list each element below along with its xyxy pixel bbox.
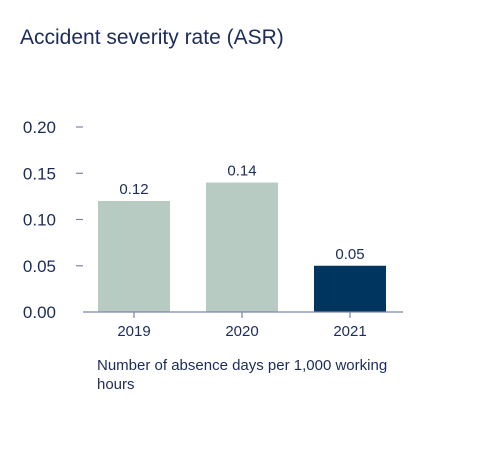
chart-footnote: Number of absence days per 1,000 working…: [97, 357, 388, 393]
x-tick-label: 2019: [117, 323, 150, 340]
x-axis: 2019 2020 2021: [117, 312, 367, 340]
bar-2020: [206, 182, 278, 312]
value-label: 0.05: [335, 246, 364, 263]
y-tick-label: 0.10: [23, 211, 56, 230]
y-tick-label: 0.00: [23, 303, 56, 322]
y-tick-label: 0.05: [23, 257, 56, 276]
y-tick-label: 0.20: [23, 118, 56, 137]
value-labels: 0.12 0.14 0.05: [119, 163, 364, 263]
bars: [98, 182, 386, 312]
value-label: 0.12: [119, 181, 148, 198]
bar-2019: [98, 201, 170, 312]
chart-title: Accident severity rate (ASR): [20, 26, 284, 49]
x-tick-label: 2021: [333, 323, 366, 340]
y-tick-label: 0.15: [23, 164, 56, 183]
bar-2021: [314, 265, 386, 312]
x-tick-label: 2020: [225, 323, 258, 340]
value-label: 0.14: [227, 163, 256, 180]
y-axis: 0.00 0.05 0.10 0.15 0.20: [23, 118, 83, 322]
